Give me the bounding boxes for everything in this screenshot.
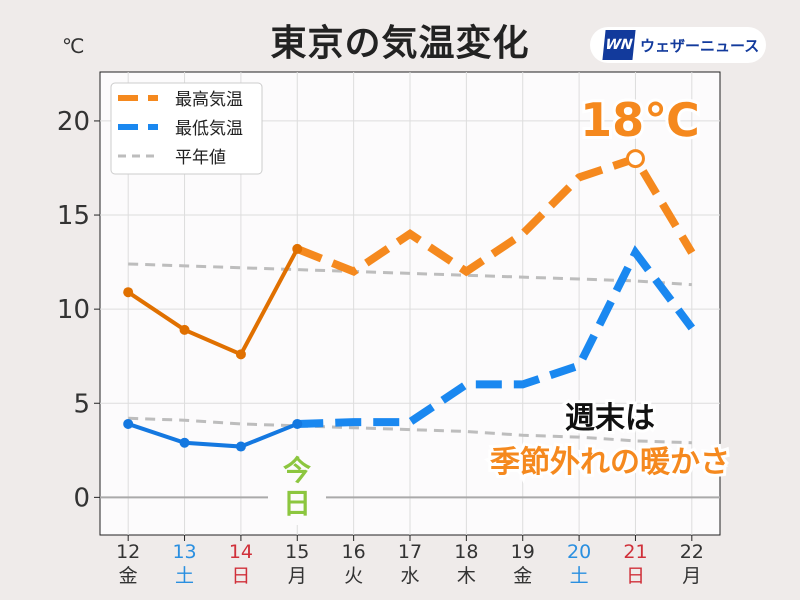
weekday-label: 日: [626, 565, 645, 587]
normal-low-line: [128, 416, 692, 445]
x-tick-label: 13: [172, 541, 196, 563]
x-tick-label: 17: [398, 541, 422, 563]
weekday-label: 月: [682, 565, 701, 587]
weekday-label: 月: [288, 565, 307, 587]
weekday-label: 土: [175, 565, 194, 587]
x-tick-label: 12: [116, 541, 140, 563]
chart-title: 東京の気温変化: [270, 23, 530, 64]
x-tick-label: 19: [511, 541, 535, 563]
high-point: [292, 243, 303, 254]
low-observed-line: [127, 422, 299, 449]
legend-low-label: 最低気温: [175, 119, 243, 139]
y-tick-label: 5: [73, 389, 90, 419]
weekday-label: 日: [231, 565, 250, 587]
x-tick-label: 21: [623, 541, 647, 563]
x-tick-label: 20: [567, 541, 591, 563]
peak-temperature-label: 18℃: [580, 93, 700, 147]
low-point: [235, 441, 246, 452]
x-tick-label: 15: [285, 541, 309, 563]
low-point: [123, 418, 134, 429]
today-label-2: 日: [283, 487, 311, 520]
low-point: [292, 418, 303, 429]
normal-high-line: [128, 262, 692, 287]
today-label-1: 今: [283, 454, 311, 487]
legend-high-label: 最高気温: [175, 90, 243, 110]
high-forecast-line: [295, 153, 696, 277]
y-tick-label: 20: [57, 107, 90, 137]
x-tick-label: 14: [229, 541, 253, 563]
weathernews-logo: WN ウェザーニュース: [590, 27, 766, 63]
high-observed-line: [127, 247, 300, 357]
x-tick-label: 16: [342, 541, 366, 563]
weekday-label: 金: [513, 565, 532, 587]
legend-normal-label: 平年値: [175, 148, 226, 168]
weekday-label: 土: [570, 565, 589, 587]
weekday-label: 木: [457, 565, 476, 587]
x-tick-label: 18: [454, 541, 478, 563]
logo-text: ウェザーニュース: [640, 36, 760, 55]
high-point: [179, 324, 190, 335]
weekday-label: 水: [400, 565, 419, 587]
high-point: [123, 287, 134, 298]
weekday-label: 火: [344, 565, 363, 587]
peak-marker: [625, 149, 645, 169]
y-axis-unit: ℃: [62, 34, 85, 58]
weekday-label: 金: [119, 565, 138, 587]
low-point: [179, 437, 190, 448]
y-tick-label: 10: [57, 295, 90, 325]
weekend-caption-line1: 週末は: [565, 401, 655, 436]
y-tick-label: 0: [73, 483, 90, 513]
today-label-bg: [268, 450, 326, 525]
weekend-caption-line2: 季節外れの暖かさ: [490, 445, 730, 480]
low-forecast-line: [297, 245, 696, 428]
high-point: [235, 349, 246, 360]
y-tick-label: 15: [57, 201, 90, 231]
x-tick-label: 22: [680, 541, 704, 563]
legend: 最高気温 最低気温 平年値: [110, 82, 263, 175]
